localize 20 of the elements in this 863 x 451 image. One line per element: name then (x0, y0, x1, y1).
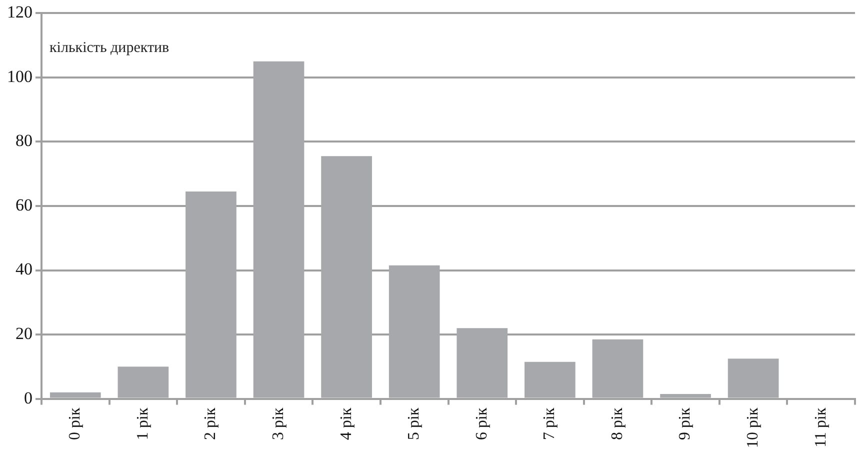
x-tick-label: 10 рік (744, 408, 762, 448)
x-tick-label: 2 рік (202, 408, 220, 440)
y-tick-label: 100 (7, 66, 32, 86)
y-tick-label: 80 (16, 131, 32, 150)
x-tick-label: 8 рік (608, 408, 626, 440)
x-tick-label: 6 рік (473, 408, 490, 440)
x-tick-label: 9 рік (676, 408, 694, 440)
x-tick-label: 3 рік (270, 408, 287, 440)
x-tick-label: 11 рік (812, 408, 830, 448)
y-tick-label: 60 (16, 195, 32, 214)
x-tick-label: 7 рік (541, 408, 558, 440)
x-tick-label: 0 рік (66, 408, 84, 440)
x-tick-label: 5 рік (406, 408, 423, 440)
y-axis-title: кількість директив (50, 40, 170, 56)
x-tick-label: 4 рік (338, 408, 355, 440)
x-tick-label: 1 рік (134, 408, 152, 440)
y-tick-label: 120 (7, 2, 32, 22)
y-tick-label: 0 (24, 388, 32, 408)
y-tick-label: 20 (16, 324, 32, 343)
y-tick-label: 40 (16, 260, 32, 279)
